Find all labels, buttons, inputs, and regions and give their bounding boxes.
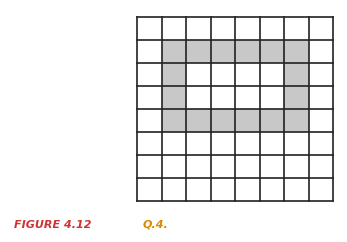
Text: FIGURE 4.12: FIGURE 4.12 — [14, 220, 91, 230]
Text: Q.4.: Q.4. — [142, 220, 168, 230]
